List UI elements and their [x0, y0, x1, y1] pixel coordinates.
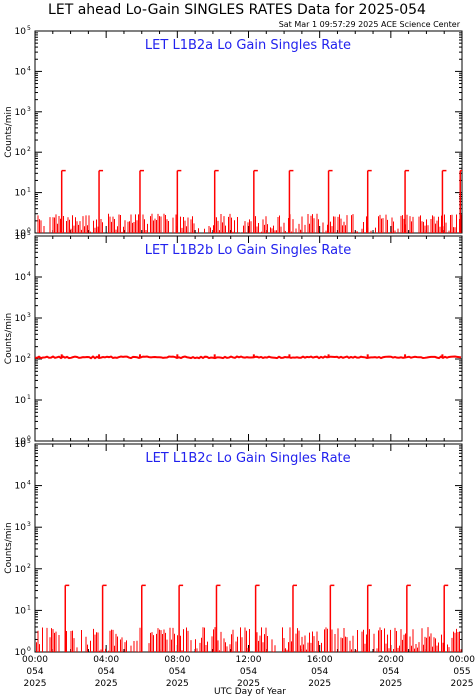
y-tick-label: 10 — [15, 355, 27, 365]
y-tick-exponent: 1 — [27, 604, 31, 611]
y-tick-label: 10 — [15, 437, 27, 447]
y-tick-label: 10 — [15, 189, 27, 199]
x-tick-label: 00:00 — [22, 655, 48, 665]
y-tick-label: 10 — [15, 523, 27, 533]
y-tick-exponent: 4 — [27, 65, 31, 72]
y-axis-label: Counts/min — [4, 106, 14, 157]
data-series — [37, 169, 462, 233]
y-tick-exponent: 0 — [27, 227, 31, 234]
x-tick-label: 04:00 — [93, 655, 119, 665]
y-tick-exponent: 0 — [27, 646, 31, 653]
y-tick-exponent: 4 — [27, 480, 31, 487]
y-axis-label: Counts/min — [4, 313, 14, 364]
y-tick-exponent: 3 — [27, 106, 31, 113]
plot-frame — [34, 235, 463, 442]
x-tick-label: 20:00 — [378, 655, 404, 665]
y-tick-exponent: 0 — [27, 435, 31, 442]
y-tick-exponent: 4 — [27, 271, 31, 278]
x-tick-label: 00:00 — [449, 655, 475, 665]
x-tick-label: 2025 — [308, 679, 331, 689]
y-tick-exponent: 5 — [27, 230, 31, 237]
y-tick-label: 10 — [15, 67, 27, 77]
y-tick-label: 10 — [15, 27, 27, 37]
x-tick-label: 2025 — [95, 679, 118, 689]
x-tick-label: 12:00 — [236, 655, 262, 665]
x-tick-label: 054 — [240, 667, 257, 677]
y-tick-exponent: 3 — [27, 312, 31, 319]
x-tick-label: 054 — [382, 667, 399, 677]
x-tick-label: 2025 — [451, 679, 474, 689]
y-tick-label: 10 — [15, 606, 27, 616]
plot-frame — [34, 443, 463, 653]
y-tick-exponent: 2 — [27, 563, 31, 570]
x-tick-label: 2025 — [379, 679, 402, 689]
x-tick-label: 2025 — [237, 679, 260, 689]
y-tick-label: 10 — [15, 482, 27, 492]
y-tick-label: 10 — [15, 314, 27, 324]
y-tick-exponent: 2 — [27, 146, 31, 153]
y-tick-exponent: 3 — [27, 521, 31, 528]
x-tick-label: 054 — [26, 667, 43, 677]
x-tick-label: 054 — [98, 667, 115, 677]
y-tick-exponent: 5 — [27, 438, 31, 445]
y-tick-exponent: 1 — [27, 394, 31, 401]
data-series — [35, 354, 462, 360]
y-tick-label: 10 — [15, 273, 27, 283]
x-axis-label: UTC Day of Year — [214, 687, 286, 697]
y-tick-label: 10 — [15, 396, 27, 406]
x-tick-label: 2025 — [24, 679, 47, 689]
y-axis-label: Counts/min — [4, 522, 14, 573]
y-tick-label: 10 — [15, 229, 27, 239]
y-tick-label: 10 — [15, 232, 27, 242]
x-tick-label: 08:00 — [164, 655, 190, 665]
y-tick-exponent: 5 — [27, 25, 31, 32]
x-tick-label: 054 — [169, 667, 186, 677]
y-tick-label: 10 — [15, 565, 27, 575]
y-tick-label: 10 — [15, 148, 27, 158]
generation-timestamp: Sat Mar 1 09:57:29 2025 ACE Science Cent… — [279, 20, 461, 29]
figure-title: LET ahead Lo-Gain SINGLES RATES Data for… — [48, 2, 426, 18]
x-tick-label: 2025 — [166, 679, 189, 689]
data-series — [36, 584, 462, 652]
x-tick-label: 055 — [453, 667, 470, 677]
y-tick-exponent: 2 — [27, 353, 31, 360]
y-tick-label: 10 — [15, 648, 27, 658]
x-tick-label: 16:00 — [307, 655, 333, 665]
x-axis: 00:00 054 2025 04:00 054 2025 08:00 054 2025 12:0… — [22, 655, 475, 689]
x-tick-label: 054 — [311, 667, 328, 677]
rate-trace — [36, 627, 462, 652]
panel-title: LET L1B2a Lo Gain Singles Rate — [145, 38, 351, 53]
panel-title: LET L1B2c Lo Gain Singles Rate — [145, 451, 350, 466]
y-tick-exponent: 1 — [27, 187, 31, 194]
rate-trace — [35, 355, 462, 360]
y-tick-label: 10 — [15, 440, 27, 450]
y-tick-label: 10 — [15, 108, 27, 118]
panel-title: LET L1B2b Lo Gain Singles Rate — [145, 243, 351, 258]
